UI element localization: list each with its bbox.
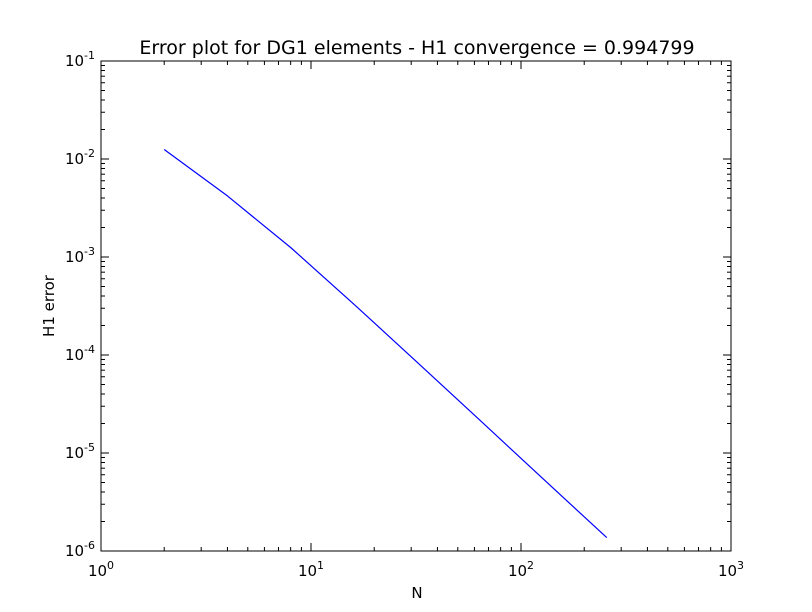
y-tick-label-base: 10 [65,52,84,70]
y-tick-label: 10-4 [65,343,95,364]
y-tick-label-base: 10 [65,346,84,364]
x-tick-label-exponent: 3 [737,559,744,572]
x-tick-label: 101 [298,559,324,580]
x-tick-label-exponent: 1 [317,559,324,572]
y-tick-label-base: 10 [65,444,84,462]
x-tick-label-exponent: 2 [527,559,534,572]
y-tick-label-exponent: -3 [84,245,95,258]
x-tick-labels: 100 101 102 103 [88,559,744,580]
x-tick-label-exponent: 0 [107,559,114,572]
x-tick-label-base: 10 [298,562,317,580]
y-tick-label: 10-5 [65,441,95,462]
plot-area [101,61,731,551]
y-tick-label: 10-3 [65,245,95,266]
x-tick-label: 100 [88,559,114,580]
series-line-0 [163,149,608,539]
x-axis-label: N [411,584,422,602]
x-tick-label-base: 10 [508,562,527,580]
y-tick-label-base: 10 [65,150,84,168]
y-tick-labels: 10-610-510-410-310-210-1 [65,49,95,560]
x-tick-label: 102 [508,559,534,580]
y-tick-label-exponent: -5 [84,441,95,454]
y-tick-label: 10-2 [65,147,95,168]
y-tick-label-base: 10 [65,542,84,560]
y-axis-label: H1 error [40,274,58,337]
chart-title: Error plot for DG1 elements - H1 converg… [139,37,694,59]
x-tick-label-base: 10 [88,562,107,580]
y-tick-label: 10-6 [65,539,95,560]
y-tick-label-exponent: -4 [84,343,95,356]
y-tick-label: 10-1 [65,49,95,70]
y-tick-label-exponent: -1 [84,49,95,62]
y-tick-label-exponent: -6 [84,539,95,552]
ticks-layer [100,60,732,552]
x-tick-label: 103 [718,559,744,580]
y-tick-label-exponent: -2 [84,147,95,160]
y-tick-label-base: 10 [65,248,84,266]
x-tick-label-base: 10 [718,562,737,580]
series-layer [163,149,608,539]
plot-frame [100,60,732,552]
